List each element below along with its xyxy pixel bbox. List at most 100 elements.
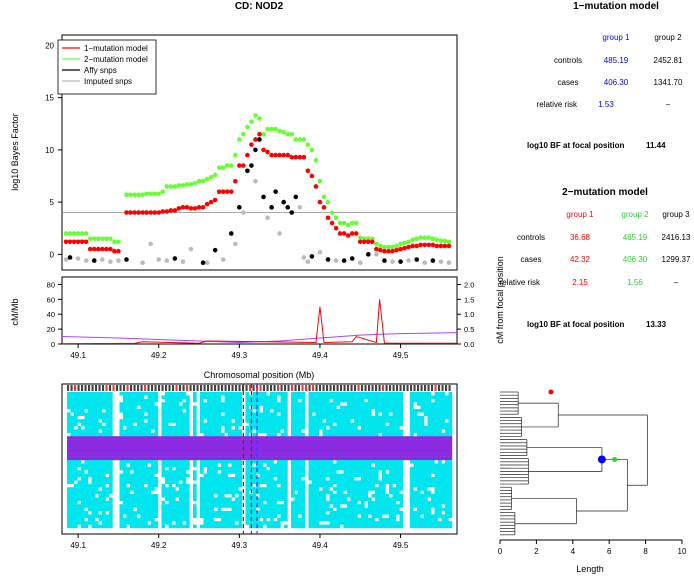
t1-bf-label: log10 BF at focal position: [527, 141, 624, 150]
haplotype-cell: [441, 517, 446, 522]
haplotype-cell: [81, 511, 85, 515]
haplotype-cell: [361, 517, 365, 522]
haplotype-cell: [123, 507, 127, 512]
haplotype-cell: [109, 470, 113, 474]
haplotype-cell: [347, 477, 351, 481]
haplotype-cell: [151, 402, 155, 406]
haplotype-cell: [70, 494, 75, 498]
haplotype-cell: [336, 432, 341, 437]
bf-point: [253, 113, 258, 118]
haplotype-cell: [88, 429, 92, 433]
bf-point: [341, 258, 347, 263]
haplotype-cell: [217, 524, 222, 529]
haplotype-cell: [280, 402, 285, 406]
haplotype-cell: [287, 439, 292, 444]
haplotype-cell: [189, 446, 194, 450]
haplotype-cell: [95, 521, 99, 525]
haplotype-cell: [144, 460, 148, 464]
haplotype-cell: [434, 470, 439, 474]
haplotype-cell: [350, 409, 355, 413]
haplotype-cell: [343, 446, 348, 450]
haplotype-cell: [361, 446, 365, 450]
haplotype-cell: [427, 412, 432, 416]
haplotype-cell: [301, 395, 306, 399]
bf-point: [184, 182, 190, 187]
haplotype-cell: [263, 398, 267, 403]
haplotype-cell: [259, 436, 264, 440]
haplotype-cell: [350, 422, 355, 427]
haplotype-cell: [137, 439, 141, 444]
haplotype-cell: [350, 507, 355, 512]
bf-point: [394, 243, 399, 249]
haplotype-cell: [417, 524, 421, 529]
haplotype-cell: [235, 500, 239, 505]
haplotype-cell: [245, 453, 250, 457]
haplotype-cell: [133, 446, 138, 450]
haplotype-cell: [91, 470, 96, 474]
haplotype-cell: [203, 507, 208, 512]
haplotype-cell: [322, 480, 327, 484]
haplotype-cell: [193, 392, 197, 396]
haplotype-cell: [217, 422, 222, 427]
bf-point: [309, 254, 315, 259]
haplotype-cell: [392, 497, 397, 501]
haplotype-cell: [67, 460, 71, 464]
haplotype-cell: [333, 405, 337, 410]
haplotype-cell: [214, 405, 218, 410]
haplotype-cell: [308, 511, 313, 515]
haplotype-cell: [77, 511, 82, 515]
haplotype-cell: [154, 453, 159, 457]
haplotype-cell: [252, 504, 257, 508]
haplotype-cell: [361, 402, 365, 406]
haplotype-cell: [245, 446, 250, 450]
haplotype-cell: [235, 412, 239, 416]
haplotype-cell: [217, 477, 222, 481]
haplotype-cell: [420, 405, 425, 410]
haplotype-cell: [347, 429, 351, 433]
haplotype-cell: [154, 429, 159, 433]
haplotype-cell: [431, 477, 435, 481]
haplotype-cell: [441, 432, 446, 437]
haplotype-cell: [333, 480, 337, 484]
haplotype-cell: [259, 494, 264, 498]
haplotype-cell: [389, 507, 393, 512]
bf-point: [100, 246, 105, 252]
haplotype-cell: [207, 521, 211, 525]
haplotype-cell: [424, 395, 428, 399]
haplotype-cell: [308, 409, 313, 413]
haplotype-cell: [364, 460, 369, 464]
haplotype-cell: [130, 504, 134, 508]
haplotype-cell: [182, 463, 187, 467]
haplotype-cell: [207, 466, 211, 471]
haplotype-cell: [368, 473, 372, 478]
bf-point: [410, 243, 415, 249]
haplotype-cell: [266, 504, 271, 508]
haplotype-cell: [410, 432, 414, 437]
haplotype-cell: [235, 507, 239, 512]
haplotype-cell: [109, 497, 113, 501]
haplotype-cell: [329, 432, 334, 437]
haplotype-cell: [91, 514, 96, 518]
haplotype-cell: [343, 487, 348, 491]
haplotype-cell: [105, 480, 110, 484]
haplotype-cell: [326, 466, 330, 471]
haplotype-cell: [329, 405, 334, 410]
haplotype-cell: [396, 436, 400, 440]
haplotype-cell: [350, 504, 355, 508]
haplotype-cell: [231, 460, 236, 464]
haplotype-cell: [389, 392, 393, 396]
haplotype-cell: [445, 507, 449, 512]
haplotype-cell: [144, 446, 148, 450]
haplotype-cell: [354, 497, 358, 501]
haplotype-cell: [147, 402, 152, 406]
haplotype-cell: [98, 405, 103, 410]
haplotype-cell: [329, 521, 334, 525]
haplotype-cell: [319, 395, 323, 399]
haplotype-cell: [280, 456, 285, 461]
haplotype-cell: [210, 487, 215, 491]
bf-point: [172, 256, 178, 261]
haplotype-cell: [249, 500, 253, 505]
haplotype-cell: [224, 460, 229, 464]
haplotype-cell: [109, 524, 113, 529]
haplotype-cell: [322, 439, 327, 444]
